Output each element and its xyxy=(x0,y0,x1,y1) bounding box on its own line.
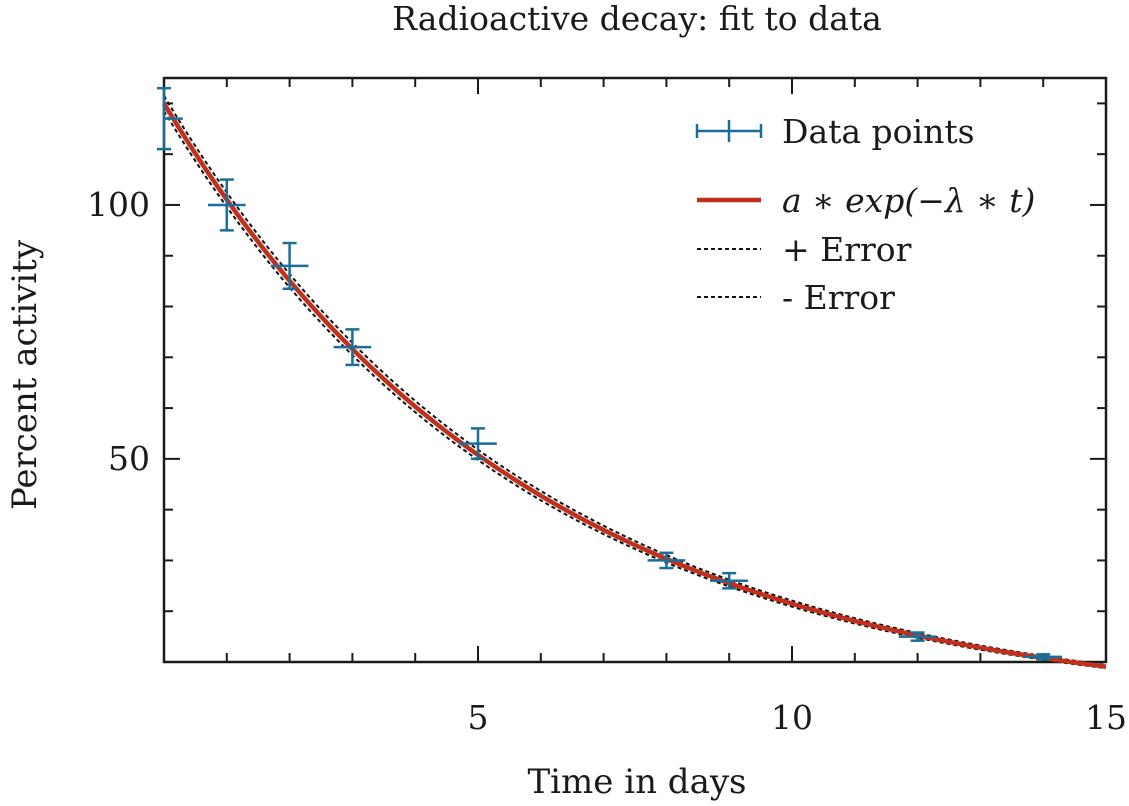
plot-frame xyxy=(162,76,1108,664)
x-tick-label: 10 xyxy=(771,698,813,737)
data-point xyxy=(1024,653,1063,661)
y-tick-label: 50 xyxy=(108,439,150,478)
y-axis-label: Percent activity xyxy=(5,239,45,510)
legend-label-plus-error: + Error xyxy=(782,230,912,269)
data-point xyxy=(647,551,686,570)
data-point xyxy=(710,571,749,590)
data-point xyxy=(207,178,246,232)
legend-label-fit: a ∗ exp(−λ ∗ t) xyxy=(782,181,1035,220)
axis-ticks xyxy=(163,78,1107,663)
legend-label-minus-error: - Error xyxy=(782,278,895,317)
data-point xyxy=(270,241,309,290)
chart-title: Radioactive decay: fit to data xyxy=(392,0,882,38)
data-point xyxy=(898,631,937,642)
y-tick-label: 100 xyxy=(87,185,150,224)
data-points xyxy=(157,86,1063,661)
legend: Data points a ∗ exp(−λ ∗ t) + Error - Er… xyxy=(695,112,1035,317)
tick-labels: 5 10 15 50 100 xyxy=(87,185,1127,737)
x-tick-label: 5 xyxy=(468,698,489,737)
fit-line xyxy=(162,102,1107,669)
fit-curves xyxy=(162,95,1107,670)
legend-label-data: Data points xyxy=(782,112,975,151)
data-point xyxy=(459,427,497,461)
x-tick-label: 15 xyxy=(1085,698,1127,737)
data-point xyxy=(333,328,372,367)
x-axis-label: Time in days xyxy=(528,762,747,802)
data-point xyxy=(157,86,183,151)
